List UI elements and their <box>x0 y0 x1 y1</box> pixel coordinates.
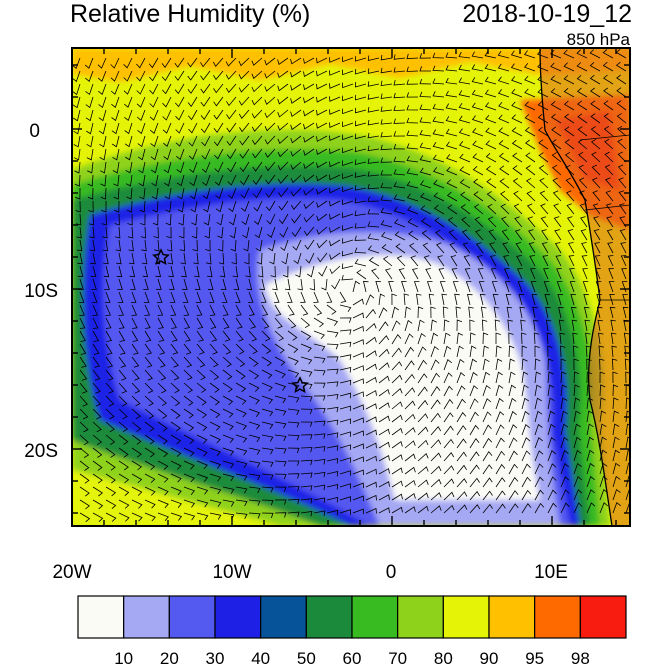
colorbar-swatch <box>260 595 307 639</box>
lon-label-10w: 10W <box>212 562 251 583</box>
colorbar-label: 10 <box>114 649 133 667</box>
colorbar-label: 30 <box>206 649 225 667</box>
lat-label-10s: 10S <box>24 281 58 302</box>
lat-label-20s: 20S <box>24 441 58 462</box>
lon-label-10e: 10E <box>534 562 568 583</box>
colorbar-swatch <box>351 595 399 639</box>
colorbar-label: 60 <box>343 649 362 667</box>
colorbar-swatch <box>305 595 353 639</box>
colorbar-label: 70 <box>388 649 407 667</box>
pressure-level-label: 850 hPa <box>566 30 630 49</box>
colorbar-label: 95 <box>525 649 544 667</box>
colorbar-swatch <box>579 595 627 639</box>
colorbar-label: 90 <box>480 649 499 667</box>
lat-label-0: 0 <box>29 121 40 142</box>
colorbar-swatch <box>214 595 262 639</box>
colorbar: 10 20 30 40 50 60 70 80 90 95 98 <box>77 595 627 667</box>
humidity-field <box>72 48 630 526</box>
colorbar-swatch <box>534 595 581 639</box>
colorbar-swatch <box>77 595 125 639</box>
colorbar-label: 40 <box>251 649 270 667</box>
colorbar-label: 20 <box>160 649 179 667</box>
colorbar-label: 80 <box>434 649 453 667</box>
colorbar-swatch <box>488 595 536 639</box>
station-star-central <box>291 376 309 394</box>
colorbar-swatch <box>168 595 216 639</box>
lon-label-20w: 20W <box>52 562 91 583</box>
plot-frame <box>71 47 631 527</box>
map-datetime: 2018-10-19_12 <box>462 0 632 28</box>
colorbar-label: 50 <box>297 649 316 667</box>
colorbar-label: 98 <box>571 649 590 667</box>
lon-label-0: 0 <box>386 562 397 583</box>
map-title: Relative Humidity (%) <box>70 0 311 28</box>
station-star-west <box>152 248 170 266</box>
colorbar-swatch <box>123 595 170 639</box>
colorbar-swatch <box>397 595 444 639</box>
colorbar-swatch <box>442 595 490 639</box>
